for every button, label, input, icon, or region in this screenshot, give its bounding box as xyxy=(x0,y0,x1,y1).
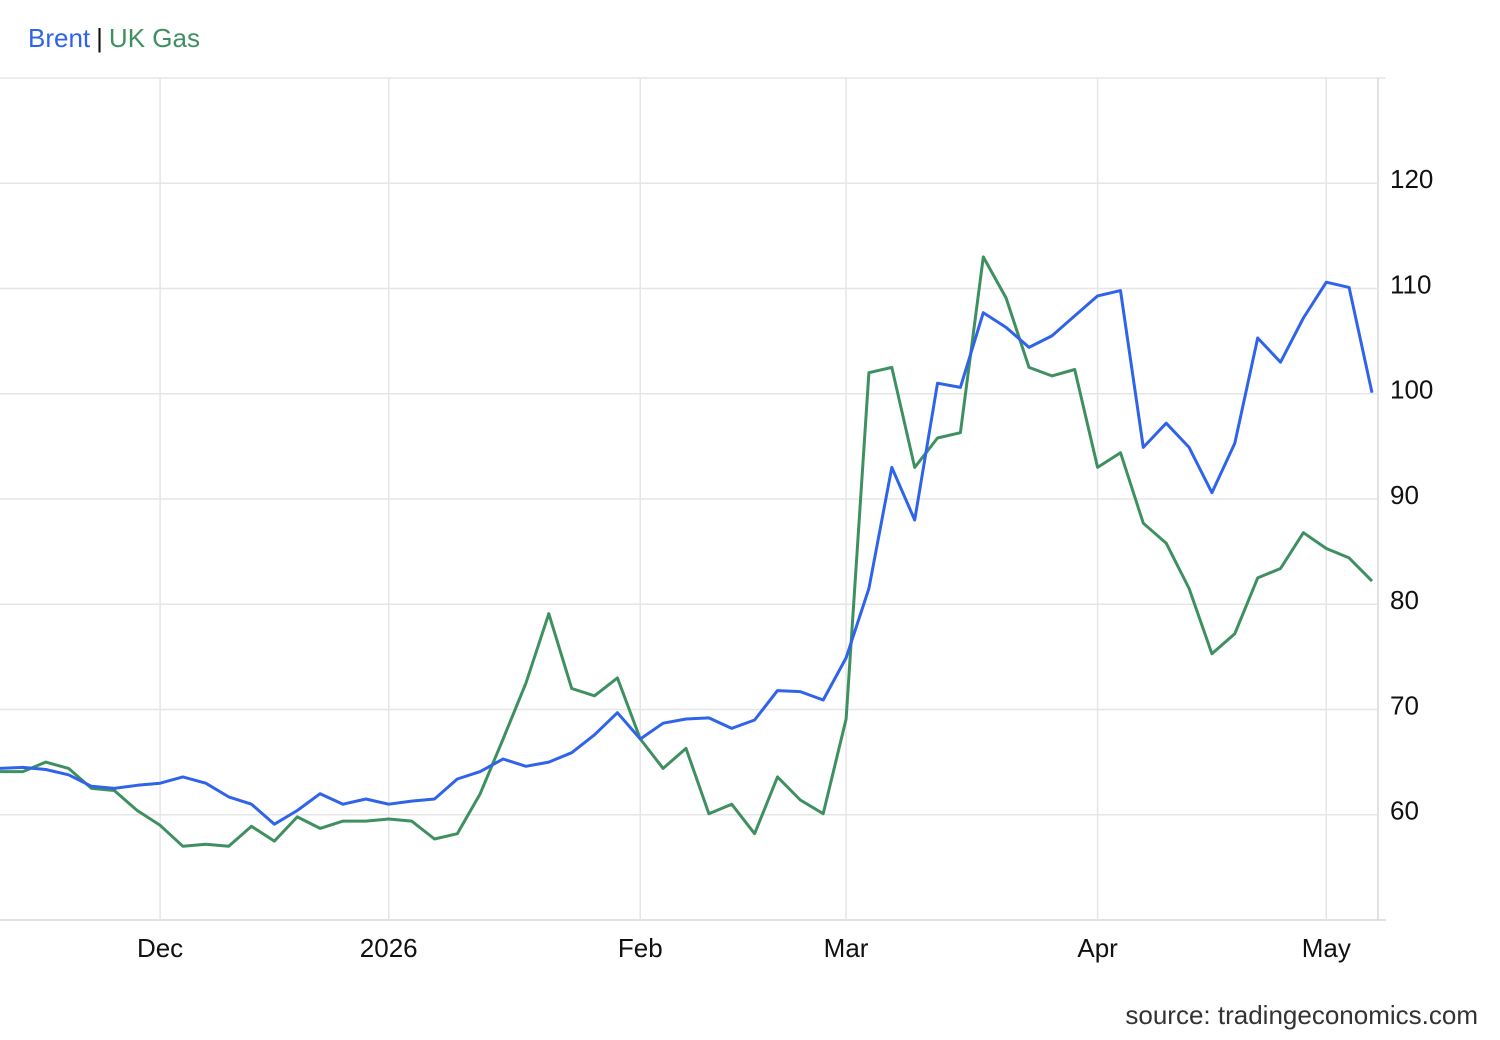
x-tick-label: Dec xyxy=(137,933,183,963)
series-line xyxy=(0,280,1374,826)
series-line xyxy=(0,255,1374,848)
y-tick-label: 110 xyxy=(1390,269,1431,299)
x-tick-label: 2026 xyxy=(360,933,418,963)
legend-entry: UK Gas xyxy=(109,23,200,53)
legend-entry: Brent xyxy=(28,23,91,53)
y-tick-label: 60 xyxy=(1390,796,1419,826)
x-tick-label: Feb xyxy=(618,933,663,963)
x-tick-label: Mar xyxy=(824,933,869,963)
y-tick-label: 120 xyxy=(1390,164,1433,194)
y-tick-label: 80 xyxy=(1390,585,1419,615)
y-tick-label: 70 xyxy=(1390,690,1419,720)
x-tick-label: May xyxy=(1302,933,1351,963)
source: source: tradingeconomics.com xyxy=(1125,1000,1478,1030)
y-tick-label: 100 xyxy=(1390,375,1433,405)
y-tick-label: 90 xyxy=(1390,480,1419,510)
legend: Brent | UK Gas xyxy=(28,23,200,53)
legend-separator: | xyxy=(96,23,103,53)
x-tick-label: Apr xyxy=(1077,933,1118,963)
